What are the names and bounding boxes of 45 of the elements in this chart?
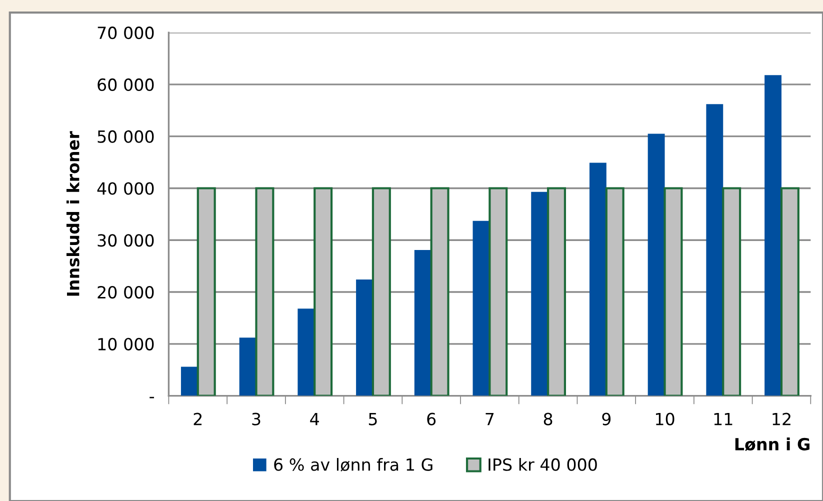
bar — [589, 162, 606, 396]
bar — [488, 187, 508, 396]
bar — [356, 280, 373, 396]
y-tick-label: 70 000 — [98, 26, 154, 40]
bar — [605, 187, 624, 396]
bar — [196, 187, 216, 396]
x-tick-label: 3 — [252, 412, 260, 426]
y-tick-label: 30 000 — [98, 234, 154, 247]
y-tick-label: 20 000 — [98, 286, 154, 299]
x-tick-label: 2 — [194, 412, 202, 426]
y-tick-label: 60 000 — [98, 78, 154, 92]
bar — [722, 187, 742, 396]
bar — [430, 187, 450, 396]
x-tick-label: 10 — [656, 412, 674, 426]
bar — [372, 187, 391, 396]
x-tick-label: 4 — [310, 412, 319, 426]
x-axis-title: Lønn i G — [735, 438, 810, 451]
x-tick-label: 7 — [486, 412, 494, 426]
x-tick-label: 5 — [368, 412, 377, 426]
x-tick-label: 8 — [544, 412, 552, 426]
legend-label: 6 % av lønn fra 1 G — [274, 458, 432, 472]
bar — [239, 338, 256, 396]
bar — [664, 187, 683, 396]
bar — [706, 104, 724, 396]
x-tick-label: 6 — [427, 412, 436, 426]
y-axis-title: Innskudd i kroner — [66, 131, 80, 296]
y-tick-label: - — [150, 396, 154, 398]
bar — [531, 192, 548, 396]
x-tick-label: 11 — [714, 412, 732, 426]
x-tick-label: 9 — [602, 412, 611, 426]
bar — [314, 187, 333, 396]
bar — [255, 187, 274, 396]
y-tick-label: 40 000 — [97, 182, 154, 195]
bar — [298, 308, 315, 396]
bar — [780, 187, 800, 396]
y-tick-label: 10 000 — [98, 338, 154, 350]
x-tick-label: 12 — [772, 412, 790, 426]
bar — [547, 187, 566, 396]
bar — [414, 250, 432, 396]
bar — [180, 366, 198, 396]
legend-label: IPS kr 40 000 — [488, 458, 597, 471]
bar — [648, 134, 665, 396]
bar — [472, 220, 490, 396]
y-tick-label: 50 000 — [98, 130, 154, 143]
bar — [764, 75, 782, 396]
